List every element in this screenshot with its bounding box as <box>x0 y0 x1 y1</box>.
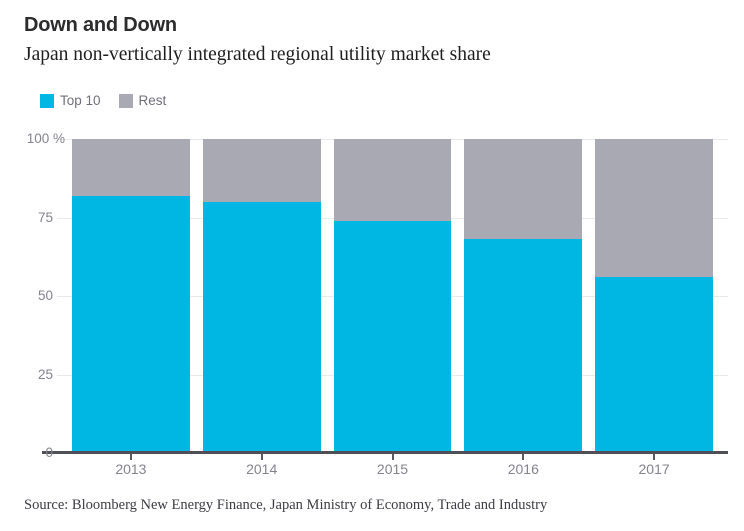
x-axis-tick-2015 <box>391 454 394 460</box>
x-axis-tick-2017 <box>653 454 656 460</box>
legend-item-top10: Top 10 <box>40 93 101 108</box>
y-axis-label-50: 50 <box>37 288 53 303</box>
bar-2015 <box>333 139 452 453</box>
bar-2017 <box>595 139 713 453</box>
bar-2016-segment-rest <box>464 139 583 240</box>
plot-area <box>57 139 728 453</box>
bar-2013-segment-rest <box>72 139 190 196</box>
bar-2014-segment-top10 <box>202 201 321 453</box>
legend-item-rest: Rest <box>118 93 167 108</box>
bar-2017-segment-top10 <box>595 277 713 453</box>
legend-label-top10: Top 10 <box>60 93 101 108</box>
bar-2015-segment-rest <box>333 139 452 221</box>
legend-swatch-rest-icon <box>118 93 133 108</box>
bar-2013-segment-top10 <box>72 195 190 453</box>
x-axis-label-2016: 2016 <box>507 461 539 477</box>
bar-2016-segment-top10 <box>464 239 583 453</box>
x-axis-tick-2013 <box>129 454 132 460</box>
bar-2015-segment-top10 <box>333 220 452 453</box>
source-note: Source: Bloomberg New Energy Finance, Ja… <box>24 497 548 513</box>
bar-2016 <box>464 139 583 453</box>
legend-swatch-top10-icon <box>40 93 54 108</box>
y-axis-label-25: 25 <box>37 366 53 382</box>
x-axis-baseline <box>42 451 728 454</box>
bar-2017-segment-rest <box>595 139 713 278</box>
x-axis-tick-2014 <box>260 454 263 460</box>
chart-legend: Top 10 Rest <box>40 93 166 108</box>
x-axis-label-2017: 2017 <box>638 461 670 477</box>
bar-2013 <box>72 139 190 453</box>
x-axis-label-2014: 2014 <box>246 461 278 477</box>
chart-subtitle: Japan non-vertically integrated regional… <box>24 44 491 65</box>
x-axis-label-2015: 2015 <box>376 461 409 477</box>
legend-label-rest: Rest <box>138 93 167 108</box>
chart-title: Down and Down <box>24 14 177 36</box>
x-axis-label-2013: 2013 <box>115 461 147 477</box>
y-axis-label-75: 75 <box>37 209 53 225</box>
bar-2014 <box>202 139 321 453</box>
y-axis-label-100: 100 % <box>26 131 65 146</box>
y-axis-label-0: 0 <box>45 445 53 460</box>
bar-2014-segment-rest <box>202 139 321 202</box>
x-axis-tick-2016 <box>522 454 525 460</box>
